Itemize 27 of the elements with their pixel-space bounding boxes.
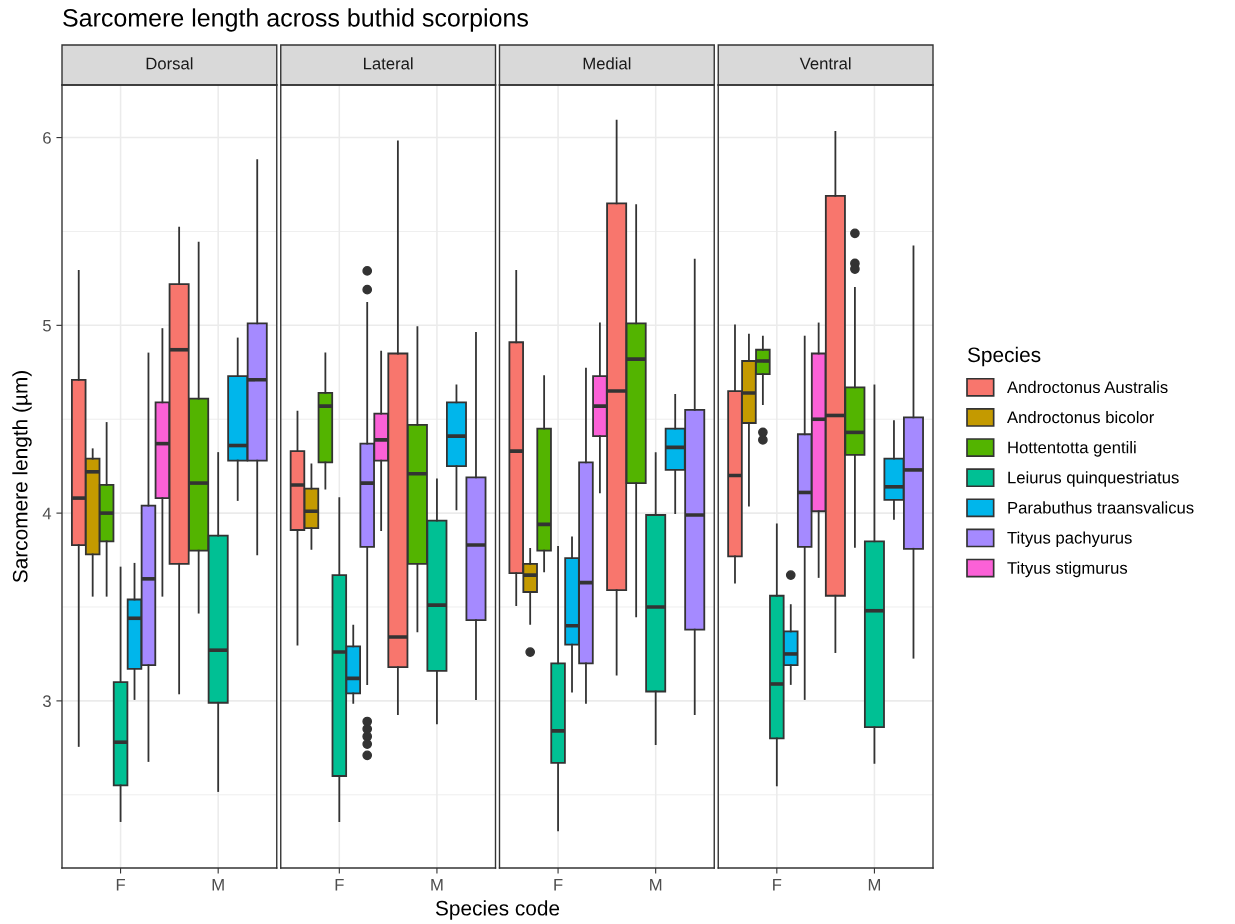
chart-title: Medial: [583, 57, 631, 70]
text: Sarcomere length across buthid scorpions: [63, 8, 528, 32]
x-tick-label: F: [554, 879, 563, 891]
chart-title: Ventral: [799, 57, 851, 70]
chart-title: Lateral: [364, 57, 413, 70]
legend-label: Leiurus quinquestriatus: [1008, 471, 1179, 487]
text: Species code: [435, 900, 560, 920]
legend-label: Tityus stigmurus: [1007, 561, 1128, 578]
legend-label: Androctonus Australis: [1007, 380, 1168, 394]
legend-label: Androctonus bicolor: [1007, 410, 1155, 424]
y-tick-label: 3: [42, 695, 51, 708]
chart-title: Dorsal: [146, 57, 193, 70]
legend-title: Species: [967, 346, 1041, 367]
x-tick-label: M: [431, 879, 443, 891]
legend-label: Hottentotta gentili: [1008, 441, 1136, 457]
x-tick-label: M: [868, 879, 881, 891]
x-tick-label: M: [650, 879, 662, 891]
y-tick-label: 4: [42, 507, 52, 520]
x-tick-label: M: [212, 879, 224, 891]
y-tick-label: 5: [42, 319, 51, 332]
x-tick-label: F: [773, 879, 782, 891]
legend-label: Tityus pachyurus: [1007, 531, 1132, 548]
legend-label: Parabuthus traansvalicus: [1008, 501, 1194, 514]
x-tick-label: F: [335, 879, 344, 891]
y-axis-title: Sarcomere length (µm): [12, 371, 32, 583]
x-tick-label: F: [116, 879, 125, 891]
y-tick-label: 6: [43, 131, 51, 144]
